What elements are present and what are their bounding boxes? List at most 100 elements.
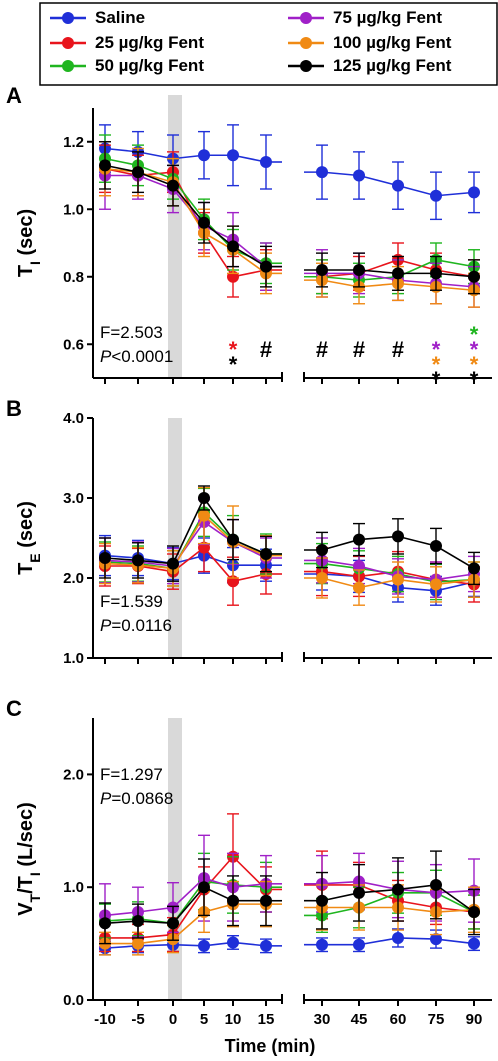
series-line (105, 855, 267, 939)
y-label-main: T (15, 563, 37, 575)
data-point (132, 937, 144, 950)
data-point (353, 581, 365, 594)
x-tick-label: 90 (466, 1011, 483, 1028)
stat-p-number: =0.0868 (111, 789, 173, 808)
significance-marker: * (470, 367, 479, 392)
legend-label: 75 µg/kg Fent (333, 8, 442, 27)
legend-marker (62, 37, 74, 49)
data-point (430, 540, 442, 552)
stat-p-label: P (100, 347, 112, 366)
data-point (392, 530, 404, 543)
data-point (132, 554, 144, 567)
data-point (227, 894, 239, 907)
x-tick-label: 75 (428, 1011, 445, 1028)
data-point (99, 917, 111, 930)
legend-marker (300, 37, 312, 49)
y-label-main: V (15, 902, 37, 916)
data-point (353, 886, 365, 899)
data-point (198, 492, 210, 504)
significance-marker: # (392, 337, 404, 362)
series-line (104, 147, 267, 163)
panel-letter: B (6, 396, 22, 421)
y-label-main: T (15, 265, 37, 277)
legend-entry: 125 µg/kg Fent (288, 56, 452, 75)
series-line (104, 496, 267, 565)
data-point (468, 937, 480, 950)
y-label-unit: (sec) (15, 209, 37, 261)
data-point (260, 156, 272, 168)
data-point (227, 533, 239, 546)
series-3 (99, 834, 480, 948)
data-point (99, 159, 111, 172)
y-label-unit: (sec) (15, 501, 37, 553)
y-tick-label: 1.2 (63, 134, 84, 151)
y-tick-label: 2.0 (63, 766, 84, 783)
x-tick-label: 0 (169, 1011, 177, 1028)
legend-entry: 75 µg/kg Fent (288, 8, 442, 27)
data-point (353, 264, 365, 276)
stat-p-value: P<0.0001 (100, 347, 173, 366)
significance-marker: * (229, 337, 238, 362)
data-point (227, 936, 239, 949)
legend: Saline 25 µg/kg Fent 50 µg/kg Fent 75 µg/kg… (39, 2, 498, 86)
y-label-unit: (L/sec) (15, 802, 37, 872)
legend-entry: 25 µg/kg Fent (50, 33, 204, 52)
data-point (353, 938, 365, 951)
data-point (198, 216, 210, 229)
significance-marker: * (470, 337, 479, 362)
legend-marker (300, 12, 312, 24)
data-point (316, 572, 328, 584)
stat-p-value: P=0.0868 (100, 789, 173, 808)
significance-marker: # (353, 337, 365, 362)
data-point (316, 166, 328, 179)
stat-p-number: =0.0116 (111, 616, 172, 635)
stat-p-label: P (100, 789, 112, 808)
data-point (392, 931, 404, 944)
legend-label: 125 µg/kg Fent (333, 56, 452, 75)
series-5 (99, 141, 480, 295)
stat-p-number: <0.0001 (111, 347, 173, 366)
data-point (167, 179, 179, 192)
injection-shading (168, 418, 182, 658)
significance-marker: # (316, 337, 328, 362)
data-point (260, 260, 272, 273)
significance-marker: # (260, 337, 272, 362)
stat-p-value: P=0.0116 (100, 616, 172, 635)
data-point (99, 552, 111, 564)
y-label-mid: /T (15, 876, 37, 894)
x-tick-label: 10 (225, 1011, 242, 1028)
series-1 (99, 144, 480, 298)
data-point (260, 894, 272, 907)
legend-entry: 100 µg/kg Fent (288, 33, 452, 52)
y-tick-label: 2.0 (63, 570, 84, 587)
data-point (227, 240, 239, 253)
series-5 (99, 485, 480, 586)
x-axis-label: Time (min) (225, 1036, 316, 1056)
data-point (132, 915, 144, 928)
y-axis-label: TI (sec) (15, 209, 43, 277)
x-axis-tick-labels: -10 -5 0 5 10 15 30 45 60 75 90 (94, 1011, 482, 1028)
data-point (132, 166, 144, 179)
data-point (430, 578, 442, 591)
data-point (353, 533, 365, 546)
y-label-sub: I (27, 261, 43, 265)
stat-f-value: F=1.297 (100, 765, 163, 784)
significance-marker: * (432, 337, 441, 362)
legend-label: 50 µg/kg Fent (95, 56, 204, 75)
data-point (198, 149, 210, 162)
panel-c: 0.0 1.0 2.0 C VT/TI (L/sec) F=1.297 P=0.0868 (6, 696, 492, 1009)
injection-shading (168, 95, 182, 378)
significance-marker: * (470, 322, 479, 347)
stat-f-value: F=1.539 (100, 592, 163, 611)
legend-label: Saline (95, 8, 145, 27)
data-point (316, 894, 328, 907)
x-tick-label: 60 (390, 1011, 407, 1028)
y-tick-label: 1.0 (63, 650, 84, 667)
series-5 (99, 850, 480, 945)
series-4 (99, 486, 480, 606)
y-axis-label: TE (sec) (15, 501, 43, 575)
x-tick-label: 45 (351, 1011, 368, 1028)
y-tick-label: 0.0 (63, 992, 84, 1009)
data-point (468, 270, 480, 283)
